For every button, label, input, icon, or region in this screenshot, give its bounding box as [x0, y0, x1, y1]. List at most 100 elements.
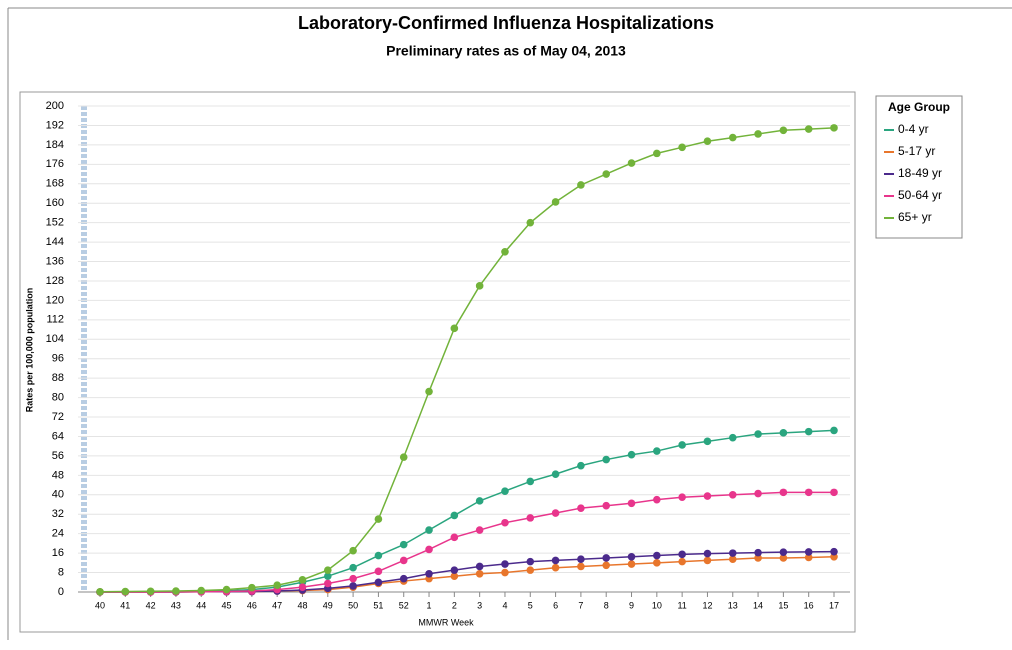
y-tick-label: 136 [46, 255, 64, 267]
data-point [172, 587, 180, 595]
data-point [399, 540, 408, 549]
data-point [501, 568, 509, 577]
data-point [374, 515, 383, 523]
legend-box [875, 95, 963, 239]
x-tick-label: 13 [728, 600, 738, 610]
data-point [830, 547, 838, 556]
data-point [551, 509, 560, 517]
series-line [100, 556, 835, 593]
data-point [678, 557, 686, 566]
x-tick-label: 12 [702, 600, 712, 610]
data-point [728, 491, 737, 499]
y-tick-label: 48 [52, 469, 64, 481]
data-point [703, 556, 712, 565]
data-point [577, 504, 585, 512]
data-point [197, 586, 206, 595]
data-point [653, 495, 661, 504]
y-tick-label: 200 [46, 100, 64, 112]
data-point [374, 551, 383, 560]
data-point [475, 569, 484, 578]
data-point [425, 545, 433, 554]
data-point [804, 427, 813, 436]
y-tick-label: 104 [46, 333, 64, 345]
y-tick-label: 96 [52, 353, 64, 365]
data-point [754, 489, 762, 498]
y-tick-label: 72 [52, 411, 64, 423]
data-point [450, 324, 459, 333]
data-point [728, 555, 737, 563]
data-point [273, 581, 281, 589]
y-tick-label: 40 [52, 489, 64, 501]
legend-label: 65+ yr [898, 210, 932, 224]
y-tick-label: 8 [58, 566, 64, 578]
data-point [526, 514, 535, 522]
data-point [450, 511, 459, 520]
data-point [349, 563, 357, 572]
x-tick-label: 9 [629, 600, 634, 610]
data-point [374, 567, 383, 576]
data-point [323, 572, 332, 581]
data-point [298, 583, 307, 591]
x-tick-label: 42 [146, 600, 156, 610]
y-tick-label: 24 [52, 528, 64, 540]
y-tick-label: 112 [46, 314, 64, 326]
y-tick-label: 176 [46, 158, 64, 170]
x-tick-label: 41 [120, 600, 130, 610]
data-point [602, 561, 611, 570]
data-point [804, 488, 813, 497]
x-tick-label: 49 [323, 600, 333, 610]
x-tick-label: 44 [196, 600, 206, 610]
data-point [501, 487, 509, 495]
data-point [551, 198, 560, 206]
y-tick-label: 152 [46, 217, 64, 229]
x-tick-label: 4 [502, 600, 507, 610]
y-tick-label: 64 [52, 430, 64, 442]
data-point [602, 501, 611, 510]
data-point [703, 137, 712, 146]
series-line [100, 550, 835, 593]
y-tick-label: 0 [58, 586, 64, 598]
x-tick-label: 10 [652, 600, 662, 610]
x-tick-label: 8 [604, 600, 609, 610]
data-point [703, 437, 712, 446]
data-point [678, 143, 686, 152]
x-tick-label: 7 [578, 600, 583, 610]
data-point [678, 493, 686, 502]
data-point [728, 549, 737, 557]
x-tick-label: 40 [95, 600, 105, 610]
legend-label: 18-49 yr [898, 166, 942, 180]
data-point [349, 574, 357, 583]
data-point [779, 554, 788, 562]
y-tick-label: 80 [52, 392, 64, 404]
data-point [399, 574, 408, 583]
series-line [99, 127, 835, 593]
data-point [754, 130, 762, 138]
data-point [653, 551, 661, 560]
data-point [779, 488, 788, 497]
data-point [653, 559, 661, 567]
x-tick-label: 43 [171, 600, 181, 610]
data-point [222, 585, 231, 594]
x-tick-label: 45 [222, 600, 232, 610]
data-point [830, 488, 838, 497]
data-point [779, 126, 788, 135]
x-tick-label: 47 [272, 600, 282, 610]
x-tick-label: 15 [778, 600, 788, 610]
x-tick-label: 14 [753, 600, 763, 610]
data-point [551, 556, 560, 565]
data-point [374, 578, 383, 587]
data-point [577, 461, 585, 470]
data-point [501, 518, 509, 527]
data-point [323, 579, 332, 588]
data-point [602, 170, 611, 178]
data-point [678, 550, 686, 559]
data-point [678, 441, 686, 449]
data-point [349, 546, 357, 555]
data-point [577, 562, 585, 571]
y-tick-label: 16 [52, 547, 64, 559]
data-point [728, 133, 737, 142]
data-point [602, 455, 611, 464]
y-tick-label: 160 [46, 197, 64, 209]
